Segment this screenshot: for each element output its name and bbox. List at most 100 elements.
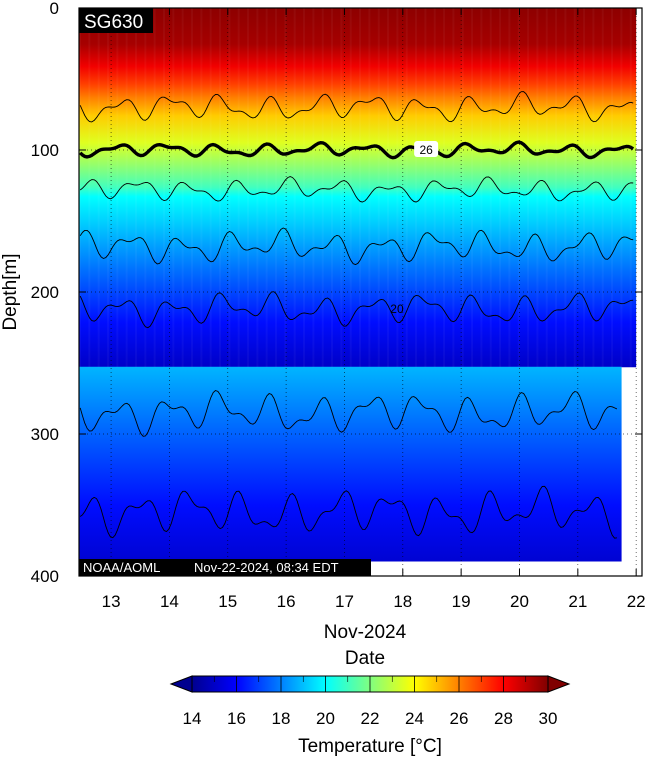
isotherm-22 [79, 227, 634, 266]
profile-stripe [471, 8, 474, 368]
contour-label-bg [414, 141, 439, 157]
profile-stripe [489, 8, 492, 368]
x-tick-label: 15 [218, 592, 237, 611]
temperature-field [79, 8, 637, 562]
temperature-field-lower [79, 366, 622, 562]
x-tick-label: 17 [335, 592, 354, 611]
profile-stripe [172, 8, 175, 368]
profile-stripe [200, 8, 203, 368]
colorbar-tick-label: 18 [272, 709, 291, 728]
profile-stripe [237, 8, 240, 368]
profile-stripe [116, 8, 119, 368]
profile-stripe [387, 8, 390, 368]
profile-stripe [592, 8, 595, 368]
profile-stripe [629, 8, 632, 368]
profile-stripe [611, 8, 614, 368]
x-tick-label: 22 [627, 592, 646, 611]
profile-stripe [191, 8, 194, 368]
profile-stripe [88, 8, 91, 368]
profile-stripe [377, 8, 380, 368]
profile-stripe [396, 8, 399, 368]
profile-stripe [545, 8, 548, 368]
colorbar-low-arrow [169, 675, 193, 693]
profile-stripe [153, 8, 156, 368]
contour-label-20: 20 [390, 302, 404, 316]
profile-stripe [107, 8, 110, 368]
credit-text: NOAA/AOML [83, 560, 160, 575]
colorbar-tick-label: 20 [316, 709, 335, 728]
x-axis-label: Date [345, 648, 385, 669]
profile-stripe [331, 8, 334, 368]
x-month-label: Nov-2024 [324, 622, 407, 643]
x-tick-label: 21 [568, 592, 587, 611]
profile-stripe [368, 8, 371, 368]
profile-stripe [209, 8, 212, 368]
y-tick-label: 100 [31, 141, 59, 160]
isotherm-18 [79, 390, 618, 437]
profile-stripe [79, 8, 81, 368]
profile-stripe [97, 8, 100, 368]
profile-stripe [312, 8, 315, 368]
profile-stripe [163, 8, 166, 368]
x-tick-label: 18 [393, 592, 412, 611]
profile-stripe [517, 8, 520, 368]
x-tick-label: 13 [102, 592, 121, 611]
x-tick-label: 19 [452, 592, 471, 611]
profile-stripe [144, 8, 147, 368]
colorbar-tick-label: 26 [450, 709, 469, 728]
profile-stripe [303, 8, 306, 368]
colorbar-tick-label: 22 [361, 709, 380, 728]
profile-stripe [359, 8, 362, 368]
profile-stripe [135, 8, 138, 368]
profile-stripe [508, 8, 511, 368]
profile-stripe [461, 8, 464, 368]
y-tick-label: 200 [31, 283, 59, 302]
profile-stripe [527, 8, 530, 368]
profile-stripe [293, 8, 296, 368]
profile-stripe [564, 8, 567, 368]
colorbar-tick-label: 14 [183, 709, 202, 728]
profile-stripe [340, 8, 343, 368]
colorbar-high-arrow [547, 675, 571, 693]
profile-stripe [620, 8, 623, 368]
profile-stripe [555, 8, 558, 368]
isotherm-20 [79, 291, 634, 329]
timestamp-text: Nov-22-2024, 08:34 EDT [194, 560, 339, 575]
colorbar-title: Temperature [°C] [298, 736, 442, 757]
y-axis-label: Depth[m] [0, 253, 21, 330]
y-tick-label: 300 [31, 425, 59, 444]
colorbar-tick-label: 24 [405, 709, 424, 728]
x-tick-label: 16 [277, 592, 296, 611]
plot-area: 26 20 [78, 7, 643, 577]
isotherm-contours: 26 20 [79, 91, 635, 539]
profile-stripe [275, 8, 278, 368]
isotherm-24 [79, 176, 634, 203]
profile-stripe [219, 8, 222, 368]
profile-stripe [573, 8, 576, 368]
temperature-field-upper [79, 8, 637, 368]
profile-stripe [405, 8, 408, 368]
profile-stripe [284, 8, 287, 368]
isotherm-28 [79, 91, 634, 123]
colorbar-tick-label: 30 [539, 709, 558, 728]
x-tick-label: 20 [510, 592, 529, 611]
isotherm-16 [79, 485, 617, 539]
colorbar-ticks: 14 16 18 20 22 24 26 28 30 [183, 676, 558, 728]
profile-stripe [265, 8, 268, 368]
glider-label: SG630 [84, 12, 143, 33]
profile-stripe [583, 8, 586, 368]
profile-stripe [433, 8, 436, 368]
profile-stripe [415, 8, 418, 368]
glider-label-box [79, 8, 153, 33]
profile-stripe [125, 8, 128, 368]
profile-stripe [452, 8, 455, 368]
colorbar-tick-label: 28 [494, 709, 513, 728]
isotherm-26 [79, 140, 635, 160]
profile-stripe [499, 8, 502, 368]
y-tick-label: 400 [31, 567, 59, 586]
colorbar: 14 16 18 20 22 24 26 28 30 Temperature [°C] [169, 675, 571, 757]
profile-stripe [247, 8, 250, 368]
credit-strip [79, 559, 371, 576]
x-tick-label: 14 [160, 592, 179, 611]
